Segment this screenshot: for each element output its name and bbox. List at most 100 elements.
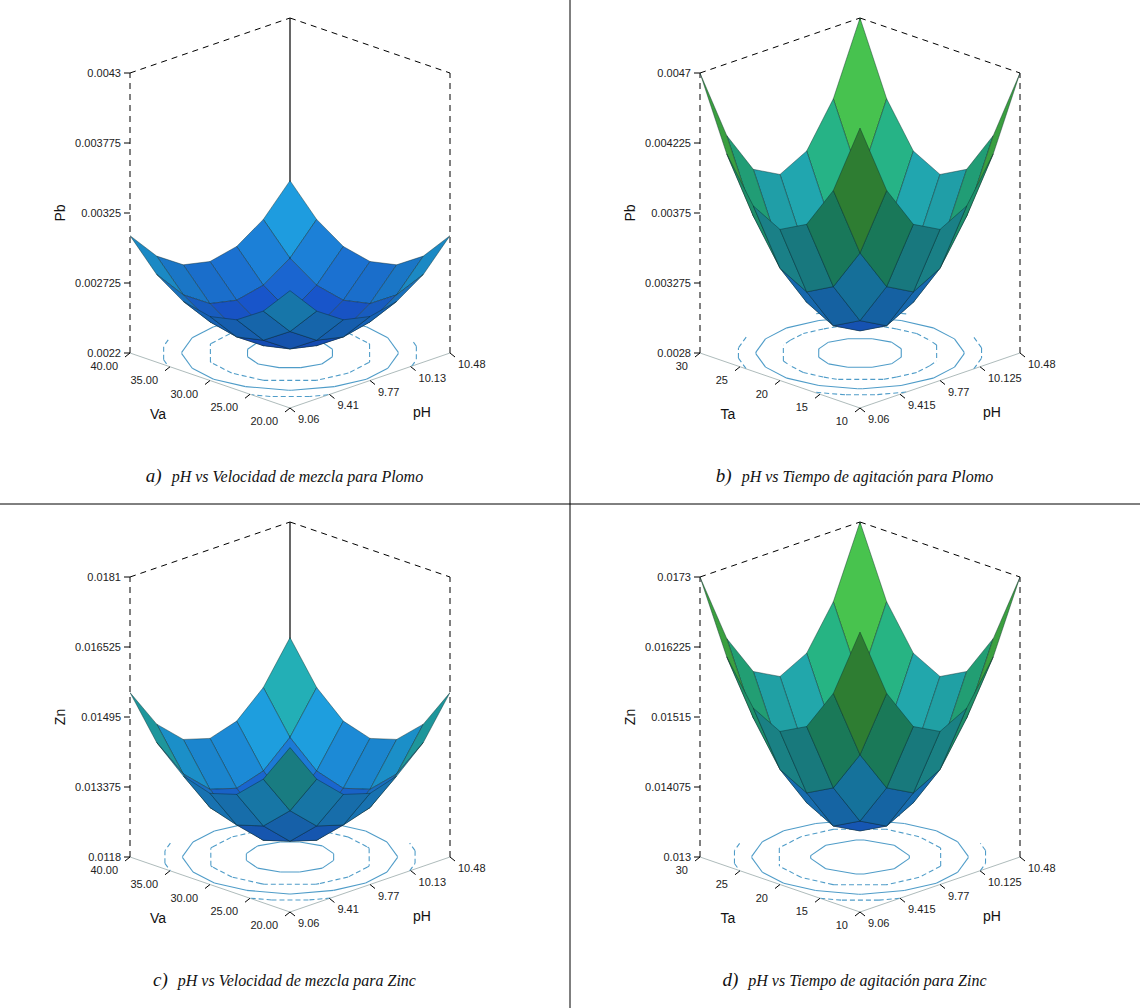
contour-line xyxy=(734,863,739,870)
contour-line xyxy=(272,899,309,900)
z-tick-label: 0.016525 xyxy=(75,641,121,653)
z-tick-label: 0.003775 xyxy=(75,137,121,149)
contour-line xyxy=(919,837,940,848)
contour-line xyxy=(784,883,816,890)
contour-line xyxy=(246,854,247,861)
contour-line xyxy=(752,858,763,873)
x-tick xyxy=(329,898,334,902)
contour-line xyxy=(826,840,856,845)
surface-patch xyxy=(130,693,183,774)
contour-line xyxy=(182,354,193,369)
box-edge xyxy=(1020,73,1021,353)
contour-line xyxy=(954,354,964,367)
contour-line xyxy=(368,343,370,345)
y-tick-label: 30.00 xyxy=(170,892,198,904)
y-tick-label: 30 xyxy=(676,864,688,876)
contour-line xyxy=(823,327,836,329)
contour-line xyxy=(165,843,170,851)
contour-line xyxy=(410,843,415,851)
contour-line xyxy=(766,328,787,339)
contour-line xyxy=(801,829,833,836)
box-edge xyxy=(130,522,290,577)
contour-line xyxy=(232,373,263,380)
contour-line xyxy=(289,893,291,894)
x-axis-title: pH xyxy=(413,404,431,420)
contour-line xyxy=(322,860,333,868)
contour-line xyxy=(819,342,829,349)
surface-patch xyxy=(370,724,423,789)
contour-line xyxy=(366,327,387,338)
floor-edge xyxy=(700,353,860,408)
x-tick-label: 10.125 xyxy=(988,876,1022,888)
contour-line xyxy=(848,367,872,368)
contour-line xyxy=(246,890,289,894)
contour-line xyxy=(165,863,170,871)
contour-line xyxy=(819,357,829,364)
surface-patch xyxy=(397,236,450,295)
contour-line xyxy=(818,349,819,357)
contour-line xyxy=(917,334,930,341)
contour-line xyxy=(848,338,872,339)
y-tick xyxy=(125,857,130,861)
contour-line xyxy=(262,380,264,381)
z-tick xyxy=(124,787,130,788)
contour-line xyxy=(783,340,790,345)
x-tick-label: 10.13 xyxy=(419,876,447,888)
contour-line xyxy=(779,847,780,848)
contour-line xyxy=(164,851,165,864)
contour-line xyxy=(366,368,387,379)
y-tick xyxy=(695,857,700,861)
contour-line xyxy=(734,850,735,863)
contour-line xyxy=(193,831,214,842)
y-tick xyxy=(855,408,860,412)
y-axis-title: Va xyxy=(150,406,166,422)
z-tick-label: 0.002725 xyxy=(75,277,121,289)
contour-line xyxy=(801,877,833,884)
contour-line xyxy=(214,379,246,386)
plot-area xyxy=(700,18,1020,395)
contour-line xyxy=(980,843,985,850)
x-tick xyxy=(329,394,334,398)
contour-line xyxy=(332,349,333,357)
contour-line xyxy=(211,847,213,848)
y-tick-label: 25 xyxy=(716,374,728,386)
contour-line xyxy=(887,877,919,884)
x-tick-label: 10.13 xyxy=(419,372,447,384)
contour-line xyxy=(930,340,937,345)
z-tick-label: 0.013 xyxy=(663,851,691,863)
contour-line xyxy=(883,377,896,379)
contour-line xyxy=(415,851,416,864)
contours xyxy=(738,311,981,395)
z-tick xyxy=(124,647,130,648)
z-tick-label: 0.0047 xyxy=(657,67,691,79)
x-tick-label: 9.06 xyxy=(298,413,319,425)
contour-line xyxy=(387,842,398,857)
contour-line xyxy=(734,843,739,850)
x-tick xyxy=(450,353,455,357)
x-tick-label: 9.77 xyxy=(378,386,399,398)
x-tick xyxy=(940,885,945,889)
x-tick xyxy=(411,367,416,371)
z-tick-label: 0.013375 xyxy=(75,781,121,793)
contour-line xyxy=(814,392,845,395)
panel: 0.01180.0133750.014950.0165250.0181Zn9.0… xyxy=(52,522,485,991)
panel-label: d) xyxy=(722,969,738,991)
surface xyxy=(700,18,1020,331)
contour-line xyxy=(837,379,884,380)
surface xyxy=(130,638,450,842)
y-tick-label: 25 xyxy=(716,878,728,890)
contour-line xyxy=(369,848,370,866)
contour-line xyxy=(810,856,811,859)
panel-divider xyxy=(0,504,1140,505)
panel: 0.0130.0140750.015150.0162250.0173Zn9.06… xyxy=(622,522,1055,991)
contour-line xyxy=(762,831,783,842)
contour-line xyxy=(919,866,940,877)
contour-line xyxy=(333,854,334,861)
z-tick-label: 0.01515 xyxy=(651,711,691,723)
contour-line xyxy=(826,869,856,874)
contour-line xyxy=(766,367,787,378)
y-tick-label: 25.00 xyxy=(210,401,238,413)
contour-line xyxy=(857,388,862,389)
contour-line xyxy=(841,900,879,901)
contour-line xyxy=(901,378,933,385)
